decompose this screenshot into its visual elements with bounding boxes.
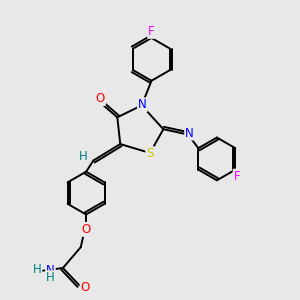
Text: H: H [79,150,88,163]
Text: O: O [81,281,90,294]
Text: O: O [96,92,105,105]
Text: H: H [46,271,55,284]
Text: O: O [82,223,91,236]
Text: N: N [185,127,194,140]
Text: F: F [234,170,240,183]
Text: F: F [148,25,155,38]
Text: N: N [46,264,55,277]
Text: N: N [138,98,147,111]
Text: H: H [33,263,41,276]
Text: S: S [146,147,154,160]
